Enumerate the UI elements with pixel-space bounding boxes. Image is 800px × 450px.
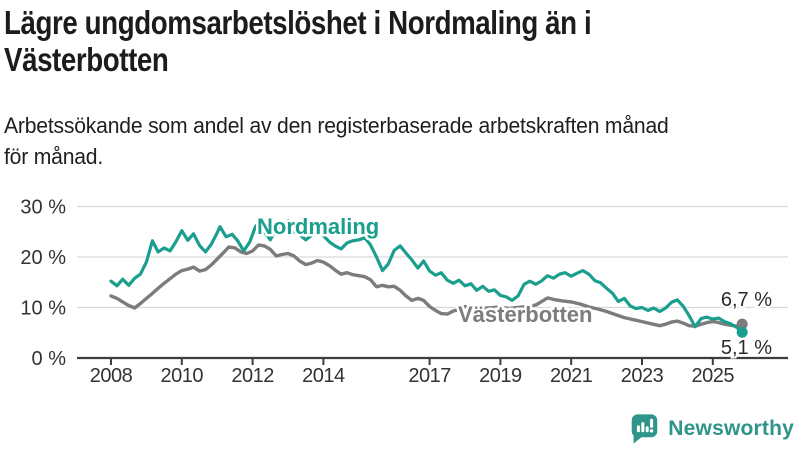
y-axis-tick-label: 30 % — [20, 197, 66, 219]
x-axis-tick-label: 2023 — [621, 365, 664, 387]
chart-subtitle: Arbetssökande som andel av den registerb… — [4, 110, 800, 172]
end-value-label-nordmaling: 5,1 % — [721, 337, 772, 359]
x-axis-tick-label: 2012 — [231, 365, 274, 387]
page-title: Lägre ungdomsarbetslöshet i Nordmaling ä… — [4, 4, 800, 78]
series-end-dot-nordmaling — [736, 326, 748, 338]
series-label-nordmaling: Nordmaling — [257, 214, 379, 239]
series-label-västerbotten: Västerbotten — [458, 302, 592, 327]
x-axis-tick-label: 2008 — [90, 365, 133, 387]
y-axis-tick-label: 0 % — [32, 348, 67, 370]
x-axis-tick-label: 2010 — [161, 365, 204, 387]
subtitle-line-1: Arbetssökande som andel av den registerb… — [4, 113, 669, 138]
x-axis-tick-label: 2025 — [692, 365, 735, 387]
title-line-2: Västerbotten — [4, 41, 169, 78]
end-value-label-västerbotten: 6,7 % — [721, 289, 772, 311]
x-axis-tick-label: 2014 — [302, 365, 345, 387]
series-end-dot-västerbotten — [736, 318, 748, 330]
series-line-nordmaling — [109, 219, 744, 334]
x-axis-tick-label: 2019 — [479, 365, 522, 387]
subtitle-line-2: för månad. — [4, 144, 104, 169]
series-line-västerbotten — [109, 243, 744, 328]
x-axis-tick-label: 2021 — [550, 365, 593, 387]
y-axis-tick-label: 10 % — [20, 298, 66, 320]
x-axis-tick-label: 2017 — [408, 365, 451, 387]
brand-name: Newsworthy — [668, 417, 794, 440]
title-line-1: Lägre ungdomsarbetslöshet i Nordmaling ä… — [4, 4, 592, 41]
newsworthy-logo-icon — [632, 414, 658, 444]
y-axis-tick-label: 20 % — [20, 247, 66, 269]
brand-footer: Newsworthy — [629, 412, 794, 446]
